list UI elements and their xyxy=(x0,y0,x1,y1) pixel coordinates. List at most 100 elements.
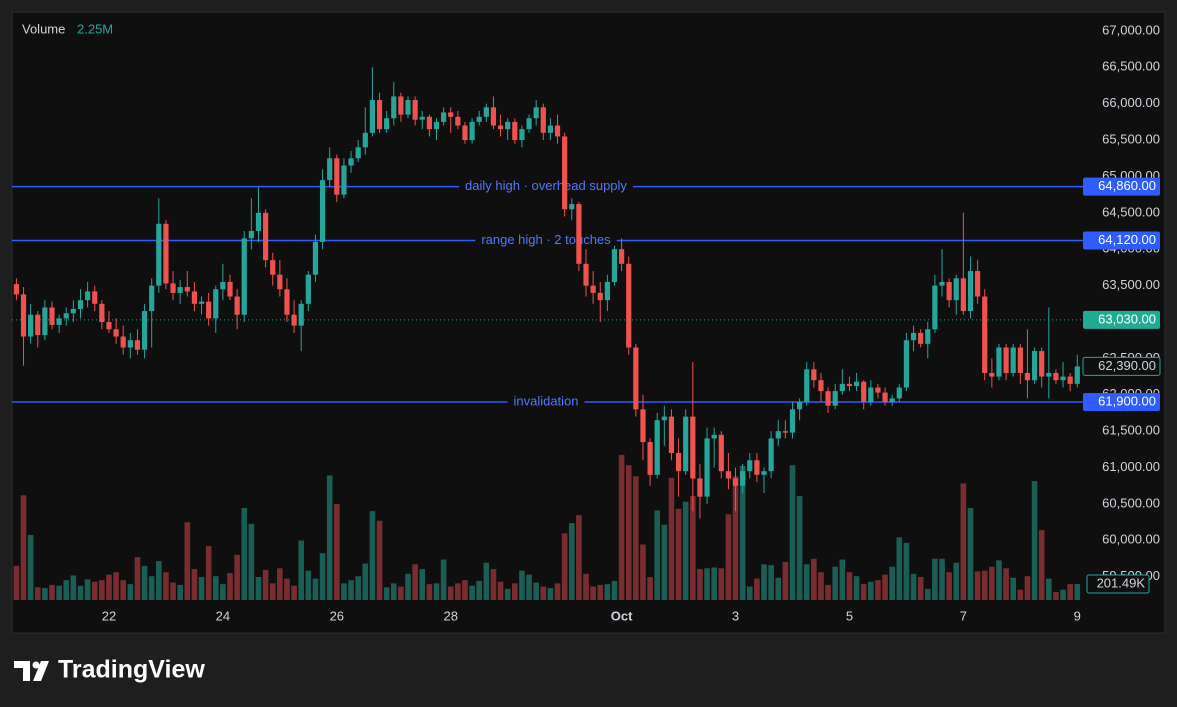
candle-body xyxy=(384,118,390,130)
level-text: invalidation xyxy=(513,393,578,408)
volume-bar xyxy=(989,566,995,600)
candle-body xyxy=(419,116,425,120)
candle-body xyxy=(348,158,354,166)
volume-bar xyxy=(341,583,347,600)
volume-bar xyxy=(953,562,960,600)
volume-bar xyxy=(1003,568,1009,600)
volume-bar xyxy=(889,566,895,600)
candle-body xyxy=(198,301,205,304)
volume-bar xyxy=(661,524,668,600)
candle-body xyxy=(63,313,69,319)
volume-bar xyxy=(775,577,782,600)
volume-bar xyxy=(440,559,447,600)
candle-body xyxy=(882,392,888,403)
volume-bar xyxy=(483,562,490,600)
candle-body xyxy=(191,291,198,304)
y-tick-label: 60,000.00 xyxy=(1102,532,1160,547)
volume-bar xyxy=(227,573,233,600)
volume-bar xyxy=(42,588,48,600)
candle-body xyxy=(861,381,867,403)
volume-bar xyxy=(924,588,931,600)
candle-body xyxy=(740,471,746,486)
volume-bar xyxy=(319,553,326,600)
x-tick-label: 26 xyxy=(330,608,344,623)
volume-bar xyxy=(156,561,162,600)
candle-body xyxy=(85,291,91,301)
volume-bar xyxy=(868,581,874,600)
candle-body xyxy=(1046,372,1052,377)
candle-body xyxy=(1067,376,1073,384)
volume-bar xyxy=(113,572,119,600)
volume-bar xyxy=(184,522,191,600)
candle-body xyxy=(569,204,575,210)
volume-bar xyxy=(1053,592,1059,600)
volume-bar xyxy=(369,511,376,600)
candle-body xyxy=(483,107,489,117)
candle-body xyxy=(590,285,596,293)
volume-bar xyxy=(754,578,760,600)
candle-body xyxy=(177,287,183,293)
candle-body xyxy=(441,112,447,122)
volume-bar xyxy=(13,565,20,600)
volume-bar xyxy=(568,523,575,600)
candle-body xyxy=(70,308,76,314)
volume-bar xyxy=(981,570,988,600)
candle-body xyxy=(206,301,212,319)
candle-body xyxy=(939,281,945,286)
volume-bar xyxy=(910,573,917,600)
level-text-bg xyxy=(459,178,633,195)
candle-body xyxy=(597,292,603,301)
candle-body xyxy=(910,332,917,341)
candle-body xyxy=(469,121,475,141)
volume-bar xyxy=(875,580,881,600)
volume-layer xyxy=(13,454,1081,600)
volume-bar xyxy=(326,475,333,600)
candle-body xyxy=(462,125,468,141)
y-tick-label: 64,500.00 xyxy=(1102,204,1160,219)
volume-bar xyxy=(611,580,618,600)
volume-bar xyxy=(348,580,354,600)
level-text: range high · 2 touches xyxy=(481,232,611,247)
y-tick-label: 67,000.00 xyxy=(1102,22,1160,37)
candle-body xyxy=(668,416,675,453)
candle-body xyxy=(1039,351,1045,377)
candle-body xyxy=(327,158,333,181)
candle-body xyxy=(626,263,632,348)
candle-body xyxy=(120,336,126,348)
candle-body xyxy=(369,100,376,133)
candle-body xyxy=(505,121,511,130)
volume-bar xyxy=(739,465,746,600)
volume-bar xyxy=(49,584,55,600)
candle-body xyxy=(804,369,810,403)
volume-bar xyxy=(811,558,817,600)
volume-bar xyxy=(590,586,596,600)
volume-bar xyxy=(220,584,226,600)
level-box xyxy=(1083,231,1160,250)
candle-body xyxy=(932,285,938,330)
volume-bar xyxy=(170,582,176,600)
candle-body xyxy=(305,274,311,304)
candle-body xyxy=(20,294,27,337)
candle-body xyxy=(825,391,831,406)
volume-bar xyxy=(390,583,397,600)
level-label: 64,120.00 xyxy=(1098,232,1156,247)
candle-body xyxy=(99,303,105,322)
volume-bar xyxy=(625,465,632,600)
volume-bar xyxy=(334,504,340,600)
last-volume-box xyxy=(1086,574,1150,594)
volume-bar xyxy=(1074,584,1081,600)
candle-body xyxy=(362,132,368,148)
volume-bar xyxy=(141,565,148,600)
volume-bar xyxy=(1010,577,1017,600)
candle-body xyxy=(334,158,340,195)
candle-body xyxy=(1024,372,1031,381)
volume-bar xyxy=(177,584,183,600)
volume-bar xyxy=(433,583,440,600)
candle-body xyxy=(213,289,219,319)
volume-bar xyxy=(248,523,255,600)
volume-bar xyxy=(675,508,682,600)
volume-bar xyxy=(768,565,774,600)
candle-body xyxy=(1003,347,1009,373)
candle-body xyxy=(1031,351,1038,381)
